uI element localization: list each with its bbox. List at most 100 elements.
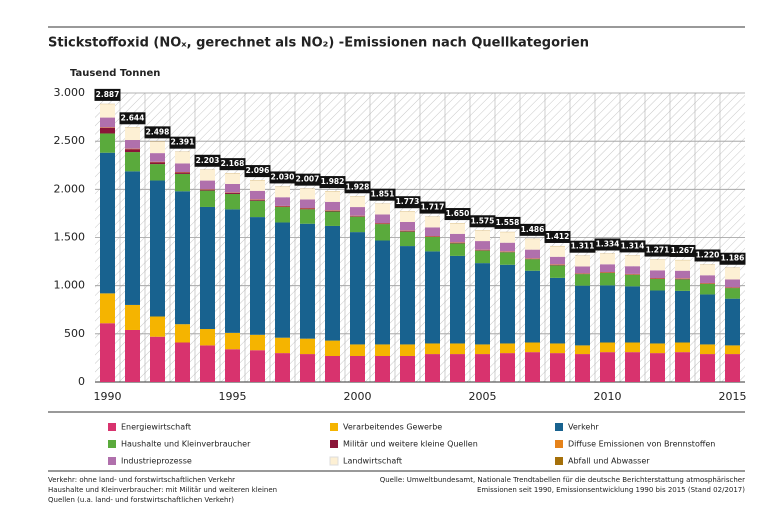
chart-title: Stickstoffoxid (NOₓ, gerechnet als NO₂) … [48,36,589,51]
bar-segment [625,286,640,343]
total-box [644,244,671,257]
bar-segment [300,209,315,224]
bar-segment [475,354,490,382]
x-tick-label: 2005 [469,390,497,403]
bar-segment [600,342,615,353]
bar-segment [375,355,390,382]
total-box [444,208,471,221]
bar-segment [200,345,215,382]
total-box [194,154,221,167]
bar-segment [350,207,365,216]
bar-segment [675,279,690,291]
bar-segment [125,140,140,149]
total-label: 1.558 [496,218,520,227]
total-box [394,196,421,209]
legend-label: Abfall und Abwasser [568,457,650,466]
legend-swatch [555,457,563,465]
bar-segment [350,232,365,345]
total-label: 1.773 [396,197,420,206]
bar-segment [650,353,665,382]
bar-segment [225,349,240,382]
total-label: 1.334 [596,239,620,248]
bar-segment [650,343,665,354]
total-label: 2.203 [196,156,220,165]
bar-segment [350,196,365,208]
total-box [619,240,646,253]
bar-segment [725,345,740,355]
bar-segment [550,265,565,278]
total-label: 1.928 [346,182,370,191]
bar-segment [175,151,190,164]
bar-segment [375,203,390,215]
y-tick-label: 1.000 [54,279,86,292]
bar-segment [675,342,690,353]
total-box [519,223,546,236]
total-box [369,188,396,201]
bar-segment [100,117,115,128]
total-box [344,181,371,194]
bar-segment [600,272,615,286]
bar-segment [675,352,690,382]
total-label: 2.007 [296,175,320,184]
bar-segment [275,206,290,208]
total-box [94,88,121,101]
total-box [144,126,171,139]
bar-segment [675,290,690,343]
bar-segment [575,285,590,346]
bar-segment [700,283,715,295]
total-box [669,244,696,257]
bar-segment [300,338,315,355]
bar-segment [425,236,440,252]
legend-swatch [555,440,563,448]
total-label: 1.851 [371,190,395,199]
bar-segment [175,173,190,192]
total-box [119,112,146,125]
bar-segment [725,288,740,299]
bar-segment [425,251,440,344]
bar-segment [400,231,415,247]
bar-segment [275,197,290,206]
bar-segment [500,264,515,344]
x-tick-label: 1990 [94,390,122,403]
bar-segment [375,214,390,224]
bar-segment [725,298,740,346]
bar-segment [625,274,640,287]
bar-segment [450,243,465,256]
legend-swatch [329,456,339,466]
total-label: 1.311 [571,242,595,251]
x-tick-label: 1995 [219,390,247,403]
total-label: 2.168 [221,159,245,168]
bar-segment [275,337,290,354]
bar-segment [500,232,515,243]
bar-segment [550,246,565,257]
bar-segment [175,324,190,343]
bar-segment [600,264,615,272]
bar-segment [325,191,340,202]
bar-segment [150,180,165,317]
bar-segment [650,290,665,344]
bar-segment [100,293,115,324]
x-tick-label: 2015 [719,390,747,403]
bar-segment [700,264,715,276]
bar-segment [450,233,465,243]
bar-segment [275,353,290,382]
total-label: 1.650 [446,209,470,218]
bar-segment [375,224,390,241]
bar-segment [450,343,465,355]
bar-segment [300,199,315,209]
bar-segment [300,223,315,339]
bar-segment [675,270,690,279]
bar-segment [575,255,590,267]
bar-segment [525,342,540,353]
bar-segment [600,352,615,382]
bar-segment [175,342,190,382]
bar-segment [625,342,640,353]
bar-segment [600,253,615,265]
bar-segment [200,169,215,181]
bar-segment [725,279,740,288]
total-box [544,230,571,243]
bar-segment [325,355,340,382]
legend-label: Militär und weitere kleine Quellen [343,440,478,449]
